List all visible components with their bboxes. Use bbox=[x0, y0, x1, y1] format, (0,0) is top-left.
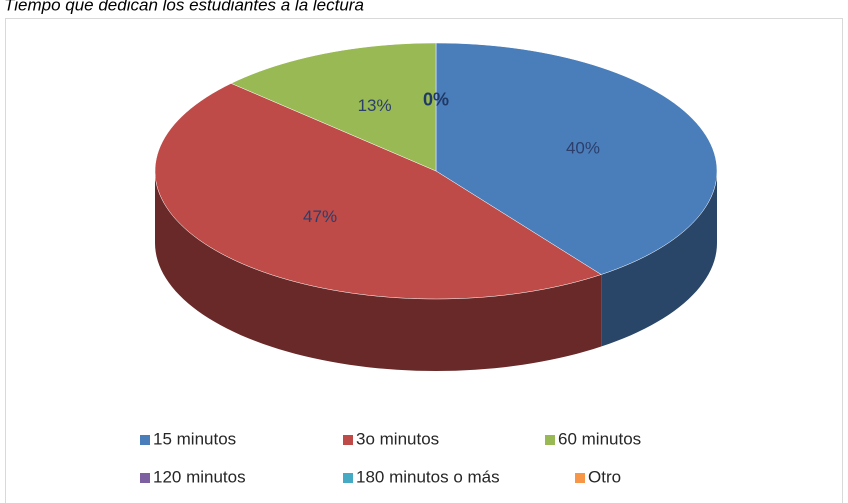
legend-label: Otro bbox=[588, 467, 621, 486]
chart-title: Tiempo que dedican los estudiantes a la … bbox=[4, 0, 364, 14]
legend-swatch bbox=[140, 473, 150, 483]
slice-side bbox=[601, 171, 717, 347]
legend-swatch bbox=[343, 435, 353, 445]
data-label: 13% bbox=[358, 96, 392, 115]
slice bbox=[154, 83, 602, 300]
data-label: 40% bbox=[566, 139, 600, 158]
legend-label: 60 minutos bbox=[558, 429, 641, 448]
data-label: 47% bbox=[303, 207, 337, 226]
legend-label: 180 minutos o más bbox=[356, 467, 500, 486]
legend-swatch bbox=[545, 435, 555, 445]
legend-label: 15 minutos bbox=[153, 429, 236, 448]
legend-swatch bbox=[343, 473, 353, 483]
legend-label: 120 minutos bbox=[153, 467, 246, 486]
legend-swatch bbox=[575, 473, 585, 483]
slice-side bbox=[155, 171, 602, 371]
slice bbox=[230, 42, 437, 172]
legend-swatch bbox=[140, 435, 150, 445]
legend-label: 3o minutos bbox=[356, 429, 439, 448]
data-label: 0% bbox=[423, 89, 449, 109]
slice bbox=[435, 42, 718, 275]
